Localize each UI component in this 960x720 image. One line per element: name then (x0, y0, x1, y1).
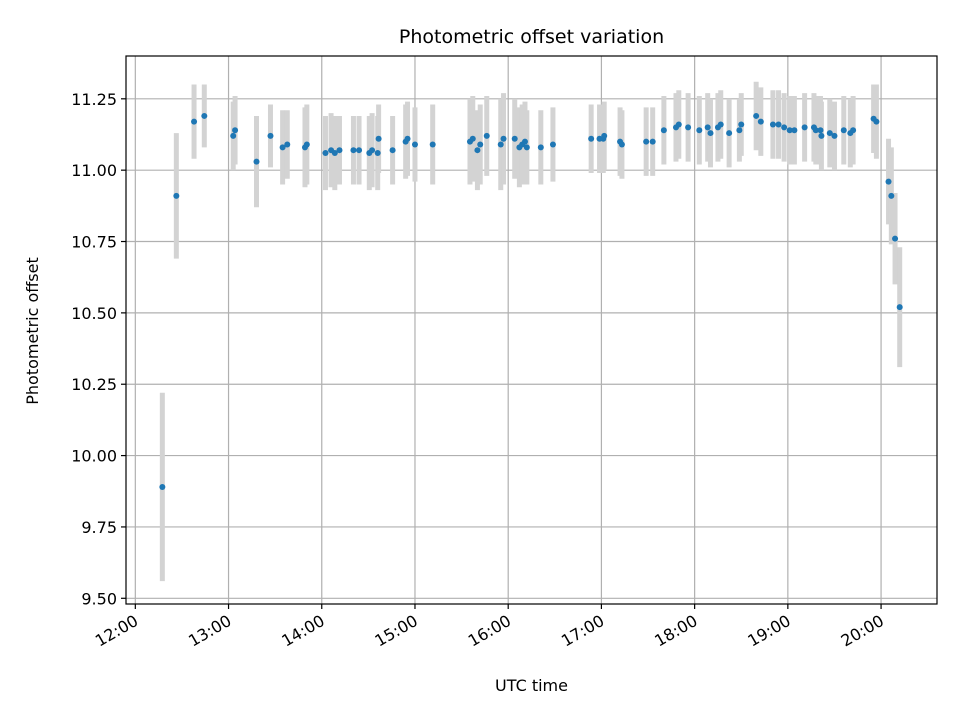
data-point (649, 138, 656, 145)
y-tick-label: 10.50 (71, 304, 117, 323)
data-point (521, 138, 528, 145)
data-point (429, 141, 436, 148)
data-point (873, 118, 880, 125)
y-tick-label: 9.75 (81, 518, 117, 537)
data-point (159, 483, 166, 490)
data-point (818, 132, 825, 139)
data-point (588, 135, 595, 142)
data-point (896, 304, 903, 311)
x-axis-label: UTC time (495, 676, 568, 695)
data-point (356, 147, 363, 154)
data-point (549, 141, 556, 148)
data-point (831, 132, 838, 139)
data-point (817, 127, 824, 134)
data-points (159, 112, 903, 490)
data-point (885, 178, 892, 185)
data-point (840, 127, 847, 134)
data-point (279, 144, 286, 151)
data-point (322, 150, 329, 157)
data-point (469, 135, 476, 142)
data-point (704, 124, 711, 131)
data-point (736, 127, 743, 134)
data-point (201, 112, 208, 119)
data-point (350, 147, 357, 154)
data-point (786, 127, 793, 134)
data-point (707, 130, 714, 137)
data-point (369, 147, 376, 154)
data-point (892, 235, 899, 242)
data-point (738, 121, 745, 128)
data-point (601, 132, 608, 139)
y-tick-label: 11.25 (71, 90, 117, 109)
data-point (685, 124, 692, 131)
data-point (775, 121, 782, 128)
data-point (230, 132, 237, 139)
y-axis-ticks: 9.50 9.75 10.00 10.25 10.50 10.75 11.00 11.25 (71, 90, 126, 608)
data-point (781, 124, 788, 131)
y-axis-label: Photometric offset (23, 257, 42, 405)
y-tick-label: 10.75 (71, 233, 117, 252)
chart-title: Photometric offset variation (399, 26, 664, 48)
data-point (374, 150, 381, 157)
data-point (888, 192, 895, 199)
data-point (717, 121, 724, 128)
data-point (336, 147, 343, 154)
data-point (511, 135, 518, 142)
data-point (303, 141, 310, 148)
data-point (801, 124, 808, 131)
data-point (523, 144, 530, 151)
data-point (474, 147, 481, 154)
data-point (753, 112, 760, 119)
data-point (675, 121, 682, 128)
data-point (850, 127, 857, 134)
data-point (826, 130, 833, 137)
data-point (191, 118, 198, 125)
y-tick-label: 11.00 (71, 161, 117, 180)
data-point (500, 135, 507, 142)
axes-frame (125, 55, 938, 605)
data-point (791, 127, 798, 134)
data-point (618, 141, 625, 148)
data-point (411, 141, 418, 148)
data-point (483, 132, 490, 139)
data-point (331, 150, 338, 157)
data-point (284, 141, 291, 148)
data-point (757, 118, 764, 125)
data-point (232, 127, 239, 134)
data-point (497, 141, 504, 148)
data-point (477, 141, 484, 148)
data-point (726, 130, 733, 137)
data-point (537, 144, 544, 151)
data-point (643, 138, 650, 145)
y-tick-label: 10.25 (71, 375, 117, 394)
data-point (404, 135, 411, 142)
data-point (253, 158, 260, 165)
data-point (696, 127, 703, 134)
data-point (769, 121, 776, 128)
y-tick-label: 10.00 (71, 447, 117, 466)
y-tick-label: 9.50 (81, 589, 117, 608)
data-point (267, 132, 274, 139)
data-point (812, 127, 819, 134)
data-point (173, 192, 180, 199)
data-point (660, 127, 667, 134)
data-point (389, 147, 396, 154)
data-point (375, 135, 382, 142)
